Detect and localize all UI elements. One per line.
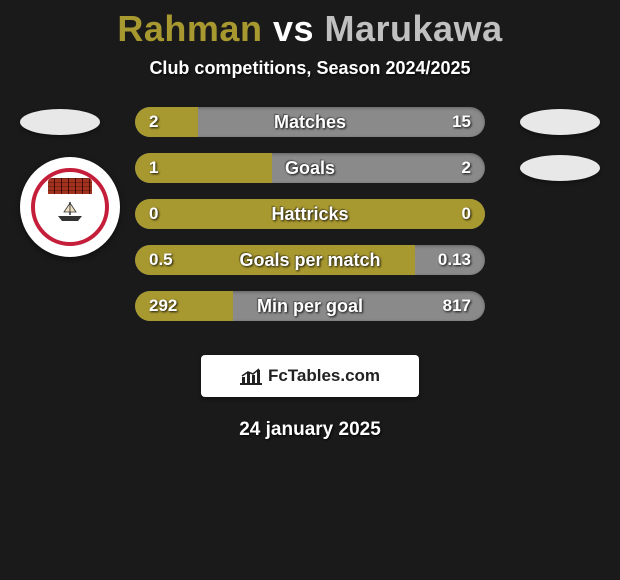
bar-track: 2Matches15 xyxy=(135,107,485,137)
title-right-name: Marukawa xyxy=(325,8,503,49)
club-badge-right xyxy=(520,155,600,181)
bar-track: 0Hattricks0 xyxy=(135,199,485,229)
bar-fill-left xyxy=(135,245,415,275)
bar-track: 1Goals2 xyxy=(135,153,485,183)
brand-badge[interactable]: FcTables.com xyxy=(201,355,419,397)
bar-fill-left xyxy=(135,153,272,183)
stat-row: 0.5Goals per match0.13 xyxy=(0,245,620,291)
bar-value-right: 0.13 xyxy=(438,245,471,275)
bar-value-right: 15 xyxy=(452,107,471,137)
bar-fill-left xyxy=(135,199,485,229)
stat-row: 0Hattricks0 xyxy=(0,199,620,245)
bar-fill-left xyxy=(135,291,233,321)
stats-block: 2Matches15 1Goals2 0Hattricks0 0.5Goals per… xyxy=(0,107,620,337)
title-vs: vs xyxy=(273,8,314,49)
footer-date: 24 january 2025 xyxy=(0,419,620,441)
stat-row: 292Min per goal817 xyxy=(0,291,620,337)
bar-track: 292Min per goal817 xyxy=(135,291,485,321)
chart-icon xyxy=(240,367,262,385)
bar-value-right: 2 xyxy=(462,153,471,183)
page-title: Rahman vs Marukawa xyxy=(0,8,620,50)
player-badge-right xyxy=(520,109,600,135)
stat-row: 1Goals2 xyxy=(0,153,620,199)
bar-value-right: 817 xyxy=(443,291,471,321)
title-left-name: Rahman xyxy=(117,8,262,49)
player-badge-left xyxy=(20,109,100,135)
stat-row: 2Matches15 xyxy=(0,107,620,153)
brand-text: FcTables.com xyxy=(268,366,380,386)
bar-fill-left xyxy=(135,107,198,137)
subtitle: Club competitions, Season 2024/2025 xyxy=(0,58,620,79)
bar-track: 0.5Goals per match0.13 xyxy=(135,245,485,275)
infographic-container: Rahman vs Marukawa Club competitions, Se… xyxy=(0,0,620,441)
